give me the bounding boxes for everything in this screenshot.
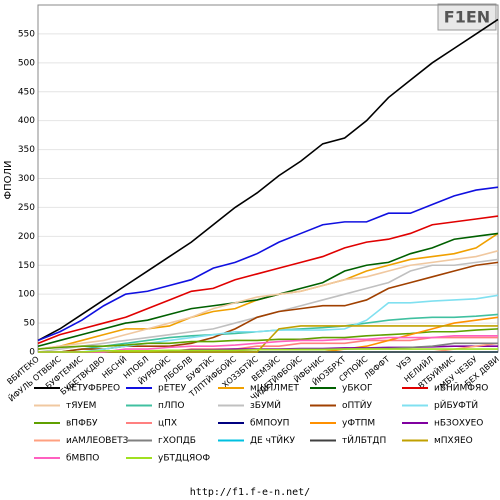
series-line bbox=[38, 325, 498, 353]
legend-label: вПФБУ bbox=[66, 419, 98, 429]
series-line bbox=[37, 250, 499, 350]
legend-label: цПХ bbox=[158, 419, 177, 429]
legend-label: оПТЙУ bbox=[342, 399, 373, 411]
y-tick-label: 400 bbox=[18, 116, 35, 126]
logo: F1EN bbox=[437, 3, 497, 31]
legend-label: мПХЯЕО bbox=[434, 436, 473, 446]
legend-label: иАМЛЕОВЕТЗ bbox=[66, 436, 129, 446]
series-line bbox=[37, 232, 499, 347]
legend-label: иБНЙМФЯО bbox=[434, 382, 488, 394]
logo-box bbox=[437, 3, 497, 31]
y-tick-label: 550 bbox=[18, 29, 35, 39]
legend-label: уФТПМ bbox=[342, 419, 375, 429]
y-tick-label: 100 bbox=[18, 290, 35, 300]
legend-label: пЛПО bbox=[158, 401, 185, 411]
y-tick-label: 450 bbox=[18, 87, 35, 97]
legend-label: уБТДЦЯОФ bbox=[158, 454, 210, 464]
y-tick-label: 200 bbox=[18, 232, 35, 242]
legend-label: зБУМЙ bbox=[250, 399, 281, 411]
legend-label: чЕТУФБРЕО bbox=[66, 384, 120, 394]
legend-label: бМПОУП bbox=[250, 419, 289, 429]
legend-label: мШПЛМЕТ bbox=[250, 384, 299, 394]
series-line bbox=[38, 294, 499, 353]
legend-label: бМВПО bbox=[66, 454, 99, 464]
logo-text: F1EN bbox=[444, 8, 490, 27]
y-tick-label: 350 bbox=[18, 145, 35, 155]
legend-label: рЙБУФТЙ bbox=[434, 399, 478, 411]
legend-label: нБЗОХУЕО bbox=[434, 419, 483, 429]
legend-label: тЯУЕМ bbox=[66, 401, 96, 411]
series-line bbox=[37, 186, 499, 342]
y-tick-label: 500 bbox=[18, 58, 35, 68]
series-line bbox=[37, 215, 499, 345]
series-line bbox=[38, 348, 498, 353]
y-tick-label: 150 bbox=[18, 261, 35, 271]
y-tick-label: 50 bbox=[24, 319, 36, 329]
legend-label: тЙЛБТДП bbox=[342, 434, 386, 446]
y-axis-label: ФПОЛИ bbox=[3, 161, 14, 200]
y-tick-label: 250 bbox=[18, 203, 35, 213]
y-tick-label: 300 bbox=[18, 174, 35, 184]
y-tick-label: 0 bbox=[29, 348, 35, 358]
legend-label: ДЕ чТЙКУ bbox=[250, 434, 296, 446]
footer-url: http://f1.f-e-n.net/ bbox=[190, 487, 310, 498]
legend-label: рЕТЕУ bbox=[158, 384, 187, 394]
series-line bbox=[37, 18, 499, 342]
legend-label: гХОПДБ bbox=[158, 436, 196, 446]
legend-label: уБКОГ bbox=[342, 384, 372, 394]
